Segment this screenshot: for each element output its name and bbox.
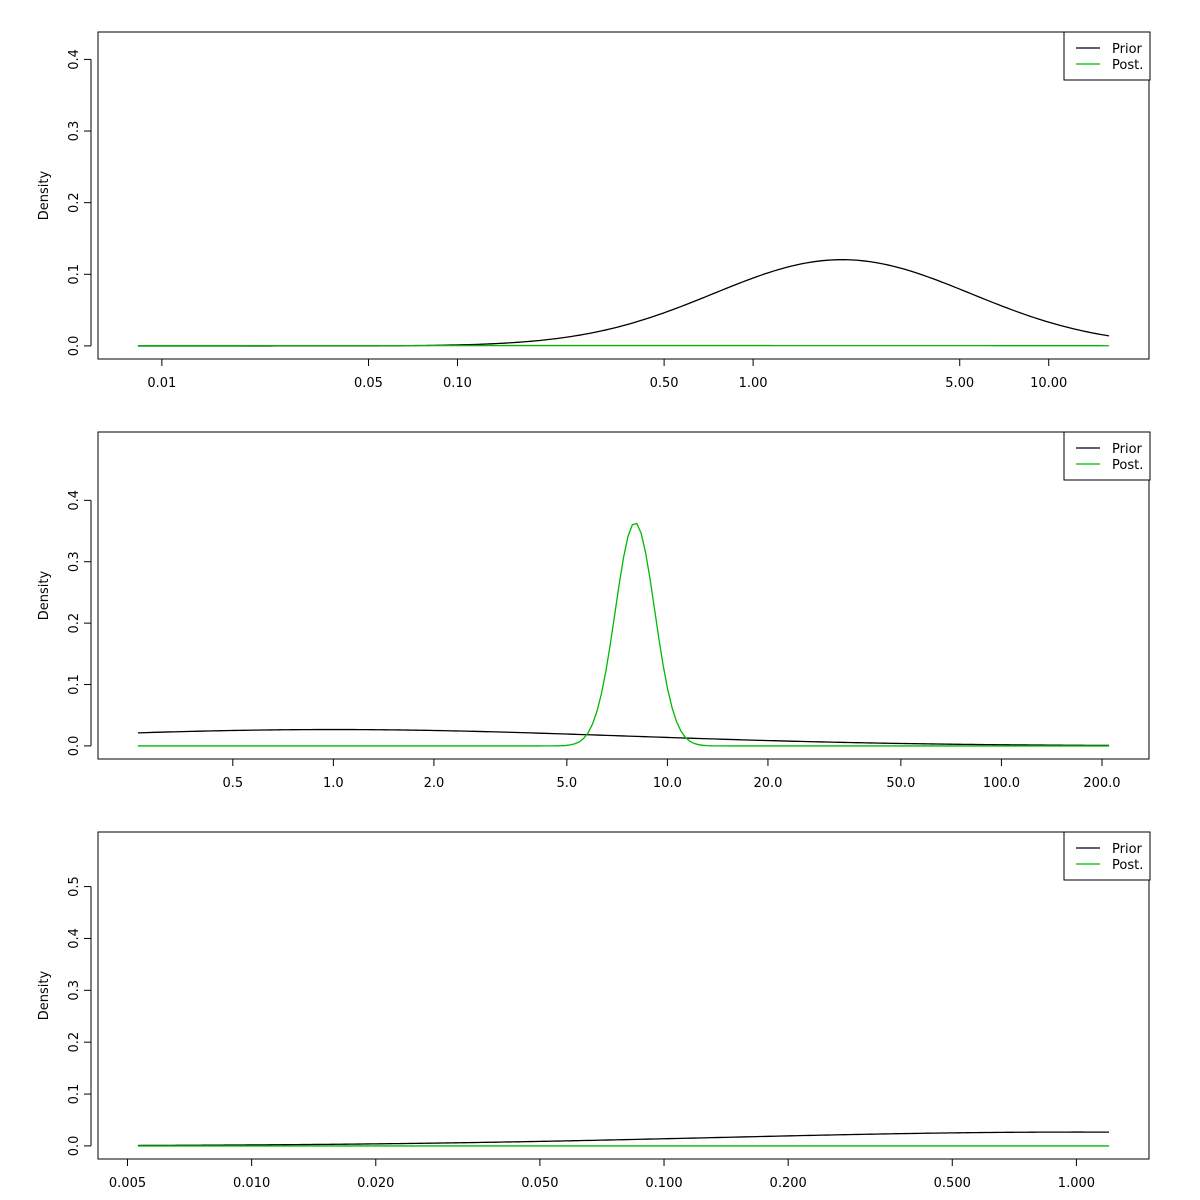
y-tick-label: 0.3: [67, 551, 82, 572]
x-tick-label: 0.020: [357, 1176, 394, 1191]
legend-box: [1063, 831, 1151, 881]
x-tick-label: 1.000: [1058, 1176, 1095, 1191]
x-tick-label: 0.05: [354, 376, 383, 391]
y-tick-label: 0.1: [67, 674, 82, 695]
legend-label: Prior: [1112, 442, 1143, 457]
y-tick-label: 0.5: [67, 876, 82, 897]
x-tick-label: 0.500: [934, 1176, 971, 1191]
y-tick-label: 0.4: [67, 490, 82, 511]
x-tick-label: 100.0: [983, 776, 1020, 791]
plot-frame: [97, 31, 1150, 360]
legend-label: Post.: [1112, 458, 1143, 473]
panel-2: 0.5 1.0 2.0 5.0 10.0 20.0 50.0 100.0 200.0 0.0 0.1…: [37, 431, 1151, 791]
legend-label: Post.: [1112, 858, 1143, 873]
y-tick-label: 0.1: [67, 264, 82, 285]
series-line-prior: [137, 1131, 1110, 1147]
y-axis-label: Density: [37, 570, 52, 620]
x-tick-label: 0.050: [521, 1176, 558, 1191]
y-tick-label: 0.2: [67, 192, 82, 213]
y-tick-label: 0.0: [67, 1136, 82, 1157]
series-line-prior: [137, 259, 1110, 347]
y-tick-label: 0.4: [67, 49, 82, 70]
x-tick-label: 0.010: [233, 1176, 270, 1191]
series-line-prior: [137, 728, 1110, 747]
x-tick-label: 10.00: [1030, 376, 1067, 391]
y-tick-label: 0.0: [67, 336, 82, 357]
y-axis-label: Density: [37, 170, 52, 220]
x-tick-label: 10.0: [653, 776, 682, 791]
x-tick-label: 0.5: [222, 776, 243, 791]
y-tick-label: 0.1: [67, 1084, 82, 1105]
y-tick-label: 0.2: [67, 613, 82, 634]
x-tick-label: 0.005: [109, 1176, 146, 1191]
x-tick-label: 200.0: [1083, 776, 1120, 791]
x-tick-label: 1.00: [739, 376, 768, 391]
y-tick-label: 0.3: [67, 121, 82, 142]
x-tick-label: 20.0: [753, 776, 782, 791]
legend-box: [1063, 31, 1151, 81]
y-tick-label: 0.3: [67, 980, 82, 1001]
x-tick-label: 0.100: [645, 1176, 682, 1191]
panel-1: 0.01 0.05 0.10 0.50 1.00 5.00 10.00 0.0 0.1 0.2 0.…: [37, 31, 1151, 391]
x-tick-label: 0.01: [147, 376, 176, 391]
x-tick-label: 50.0: [886, 776, 915, 791]
legend-label: Post.: [1112, 58, 1143, 73]
x-tick-label: 2.0: [424, 776, 445, 791]
y-axis-label: Density: [37, 970, 52, 1020]
series-line-post: [137, 522, 1110, 747]
y-tick-label: 0.4: [67, 928, 82, 949]
x-tick-label: 1.0: [323, 776, 344, 791]
legend-label: Prior: [1112, 42, 1143, 57]
x-tick-label: 0.200: [770, 1176, 807, 1191]
x-tick-label: 5.0: [556, 776, 577, 791]
panel-3: 0.005 0.010 0.020 0.050 0.100 0.200 0.500 1.000…: [37, 831, 1151, 1191]
y-tick-label: 0.2: [67, 1032, 82, 1053]
x-tick-label: 5.00: [945, 376, 974, 391]
x-tick-label: 0.50: [650, 376, 679, 391]
plot-frame: [97, 431, 1150, 760]
legend-label: Prior: [1112, 842, 1143, 857]
plot-frame: [97, 831, 1150, 1160]
legend-box: [1063, 431, 1151, 481]
y-tick-label: 0.0: [67, 736, 82, 757]
x-tick-label: 0.10: [443, 376, 472, 391]
